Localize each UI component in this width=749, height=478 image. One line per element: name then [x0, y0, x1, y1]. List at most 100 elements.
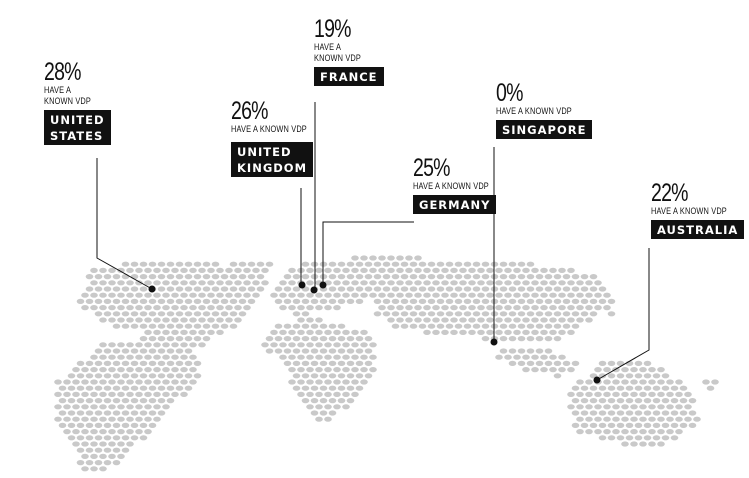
land-dot: [108, 280, 116, 286]
land-dot: [409, 261, 418, 267]
land-dot: [567, 329, 575, 335]
land-dot: [553, 274, 562, 280]
land-dot: [360, 292, 368, 298]
land-dot: [301, 261, 310, 267]
land-dot: [175, 311, 184, 317]
land-dot: [306, 342, 314, 348]
land-dot: [81, 367, 89, 373]
land-dot: [247, 274, 256, 280]
land-dot: [162, 292, 170, 298]
land-dot: [423, 267, 431, 273]
land-dot: [648, 429, 656, 435]
land-dot: [184, 323, 193, 329]
land-dot: [369, 342, 377, 348]
land-dot: [175, 360, 184, 366]
land-dot: [180, 367, 188, 373]
land-dot: [315, 342, 323, 348]
land-dot: [130, 360, 139, 366]
land-dot: [337, 360, 346, 366]
land-dot: [616, 422, 625, 428]
land-dot: [382, 261, 391, 267]
land-dot: [454, 298, 463, 304]
land-dot: [337, 336, 346, 342]
land-dot: [571, 422, 580, 428]
land-dot: [297, 342, 305, 348]
land-dot: [468, 267, 476, 273]
land-dot: [544, 336, 553, 342]
land-dot: [405, 305, 413, 311]
land-dot: [67, 385, 76, 391]
land-dot: [657, 379, 665, 385]
land-dot: [378, 305, 386, 311]
land-dot: [382, 286, 391, 292]
land-dot: [162, 367, 170, 373]
land-dot: [171, 292, 179, 298]
land-dot: [562, 274, 571, 280]
land-dot: [153, 280, 161, 286]
land-dot: [342, 379, 350, 385]
land-dot: [112, 385, 121, 391]
land-dot: [139, 398, 148, 404]
land-dot: [454, 323, 463, 329]
land-dot: [202, 298, 211, 304]
land-dot: [526, 261, 535, 267]
land-dot: [414, 267, 422, 273]
land-dot: [333, 305, 341, 311]
land-dot: [94, 311, 103, 317]
land-dot: [306, 379, 314, 385]
land-dot: [504, 354, 512, 360]
land-dot: [243, 292, 251, 298]
land-dot: [135, 391, 143, 397]
land-dot: [531, 292, 539, 298]
land-dot: [175, 348, 184, 354]
land-dot: [567, 267, 575, 273]
land-dot: [499, 336, 508, 342]
land-dot: [54, 379, 62, 385]
land-dot: [486, 305, 494, 311]
land-dot: [85, 286, 94, 292]
land-dot: [157, 385, 166, 391]
land-dot: [369, 267, 377, 273]
land-dot: [189, 280, 197, 286]
land-dot: [364, 336, 373, 342]
land-dot: [67, 373, 76, 379]
land-dot: [126, 305, 134, 311]
land-dot: [288, 342, 296, 348]
land-dot: [310, 410, 319, 416]
land-dot: [355, 286, 364, 292]
land-dot: [468, 280, 476, 286]
land-dot: [643, 373, 652, 379]
land-dot: [99, 429, 107, 435]
land-dot: [90, 404, 98, 410]
land-dot: [657, 416, 665, 422]
land-dot: [463, 274, 472, 280]
land-dot: [400, 274, 409, 280]
land-dot: [445, 298, 454, 304]
land-dot: [607, 422, 616, 428]
land-dot: [99, 416, 107, 422]
land-dot: [108, 305, 116, 311]
land-dot: [441, 267, 449, 273]
land-dot: [360, 367, 368, 373]
land-dot: [76, 398, 85, 404]
land-dot: [666, 391, 674, 397]
land-dot: [148, 348, 157, 354]
land-dot: [364, 348, 373, 354]
land-dot: [378, 255, 386, 261]
land-dot: [571, 311, 580, 317]
land-dot: [679, 410, 688, 416]
land-dot: [598, 410, 607, 416]
land-dot: [58, 398, 67, 404]
land-dot: [441, 317, 449, 323]
land-dot: [652, 385, 661, 391]
land-dot: [499, 298, 508, 304]
land-dot: [184, 348, 193, 354]
land-dot: [328, 298, 337, 304]
land-dot: [139, 336, 148, 342]
land-dot: [229, 323, 238, 329]
land-dot: [616, 385, 625, 391]
land-dot: [72, 441, 80, 447]
land-dot: [571, 410, 580, 416]
land-dot: [472, 274, 481, 280]
land-dot: [603, 429, 611, 435]
